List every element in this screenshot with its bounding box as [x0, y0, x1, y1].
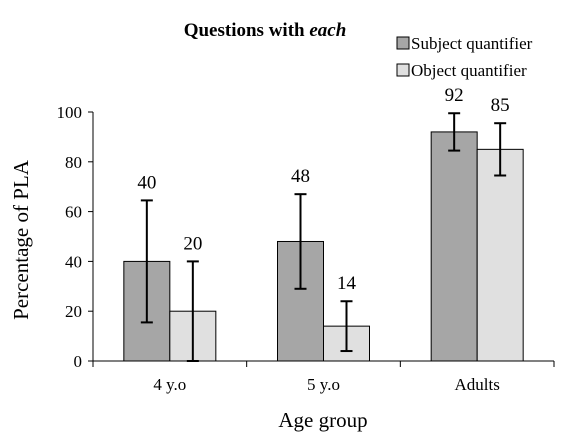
legend-swatch-subject-quantifier: [396, 36, 410, 50]
y-tick-label-20: 20: [65, 302, 82, 321]
y-tick-label-100: 100: [57, 103, 83, 122]
chart-legend: Subject quantifier Object quantifier: [396, 34, 533, 80]
y-tick-label-60: 60: [65, 203, 82, 222]
bar-object-quantifier-adults: [476, 148, 524, 362]
y-tick-label-0: 0: [74, 352, 83, 371]
y-axis-label: Percentage of PLA: [9, 159, 33, 320]
data-label-object-quantifier-adults: 85: [491, 95, 510, 116]
data-label-object-quantifier-4-y-o: 20: [183, 233, 202, 254]
chart-title-prefix: Questions with: [184, 20, 310, 41]
legend-label-subject-quantifier: Subject quantifier: [411, 34, 533, 53]
bar-subject-quantifier-adults: [430, 131, 478, 362]
x-tick-label-adults: Adults: [454, 375, 499, 394]
y-axis-ticks: 0 20 40 60 80 100: [57, 103, 93, 371]
legend-label-object-quantifier: Object quantifier: [411, 61, 527, 80]
data-label-subject-quantifier-4-y-o: 40: [137, 172, 156, 193]
x-axis-ticks: 4 y.o 5 y.o Adults: [92, 361, 555, 394]
chart-title-emphasis: each: [309, 20, 346, 41]
x-axis-label: Age group: [278, 408, 367, 432]
legend-swatch-object-quantifier: [396, 63, 410, 77]
data-labels-group: 40 20 48 14 92 85: [137, 85, 509, 294]
data-label-subject-quantifier-adults: 92: [445, 85, 464, 106]
x-tick-label-4-y-o: 4 y.o: [153, 375, 186, 394]
y-tick-label-80: 80: [65, 153, 82, 172]
chart-title: Questions with each: [184, 20, 347, 41]
data-label-subject-quantifier-5-y-o: 48: [291, 166, 310, 187]
y-tick-label-40: 40: [65, 252, 82, 271]
x-tick-label-5-y-o: 5 y.o: [307, 375, 340, 394]
data-label-object-quantifier-5-y-o: 14: [337, 273, 357, 294]
